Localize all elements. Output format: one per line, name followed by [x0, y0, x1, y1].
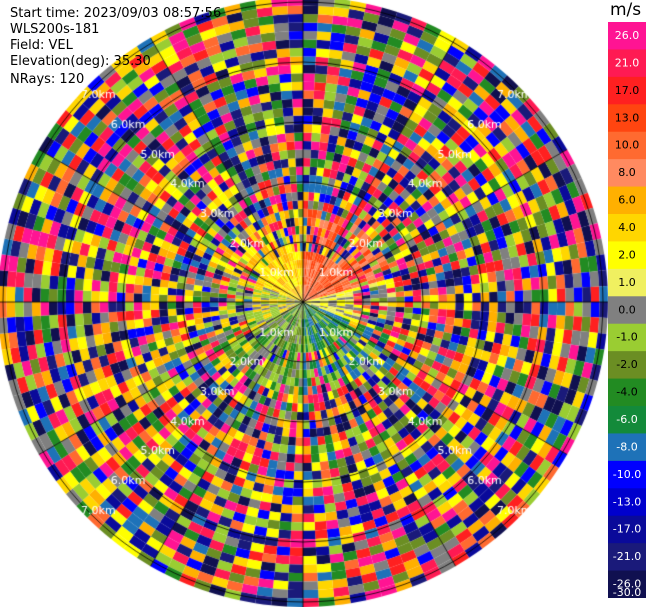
colorbar-segment	[608, 76, 646, 105]
colorbar-segment	[608, 488, 646, 517]
colorbar-tick-label: 17.0	[615, 84, 640, 97]
start-time-label: Start time: 2023/09/03 08:57:56	[10, 6, 222, 21]
colorbar-segment	[608, 241, 646, 270]
colorbar-unit: m/s	[610, 0, 642, 20]
colorbar-tick-label: -6.0	[616, 413, 637, 426]
colorbar-segment	[608, 351, 646, 380]
colorbar-tick-label: 13.0	[615, 111, 640, 124]
colorbar-tick-label: -2.0	[616, 358, 637, 371]
colorbar-segment	[608, 515, 646, 544]
colorbar-segment	[608, 460, 646, 489]
colorbar-tick-label: 6.0	[618, 194, 636, 207]
colorbar-tick-label: -30.0	[613, 586, 641, 598]
colorbar-tick-label: 2.0	[618, 248, 636, 261]
colorbar-tick-label: 8.0	[618, 166, 636, 179]
colorbar-segment	[608, 323, 646, 352]
colorbar-segment	[608, 159, 646, 188]
colorbar-tick-label: 21.0	[615, 56, 640, 69]
colorbar-tick-label: -26.0	[613, 578, 641, 591]
colorbar-tick-label: 4.0	[618, 221, 636, 234]
colorbar-tick-label: -10.0	[613, 468, 641, 481]
elevation-label: Elevation(deg): 35.30	[10, 54, 151, 69]
colorbar-tick-label: 10.0	[615, 139, 640, 152]
colorbar-tick-label: -21.0	[613, 550, 641, 563]
colorbar-tick-label: -4.0	[616, 386, 637, 399]
instrument-label: WLS200s-181	[10, 22, 100, 37]
colorbar-segment	[608, 296, 646, 325]
colorbar-tick-label: 1.0	[618, 276, 636, 289]
field-label: Field: VEL	[10, 38, 73, 53]
colorbar-tick-label: 0.0	[618, 303, 636, 316]
colorbar-segment	[608, 433, 646, 462]
colorbar-segment	[608, 268, 646, 297]
colorbar-tick-label: -13.0	[613, 495, 641, 508]
colorbar: 26.0 21.0 17.0 13.0 10.0 8.0 6.0 4.0 2.0 1.0 0.0 -1…	[608, 22, 646, 598]
colorbar-segment	[608, 570, 646, 598]
colorbar-segment	[608, 49, 646, 78]
colorbar-tick-label: 26.0	[615, 29, 640, 42]
colorbar-tick-label: -17.0	[613, 523, 641, 536]
colorbar-segment	[608, 214, 646, 242]
colorbar-segment	[608, 186, 646, 215]
nrays-label: NRays: 120	[10, 72, 85, 87]
colorbar-segment	[608, 104, 646, 133]
colorbar-tick-label: -8.0	[616, 440, 637, 453]
colorbar-segment	[608, 22, 646, 50]
colorbar-segment	[608, 378, 646, 407]
colorbar-tick-label: -1.0	[616, 331, 637, 344]
colorbar-segment	[608, 131, 646, 160]
colorbar-segment	[608, 543, 646, 572]
colorbar-segment	[608, 406, 646, 434]
